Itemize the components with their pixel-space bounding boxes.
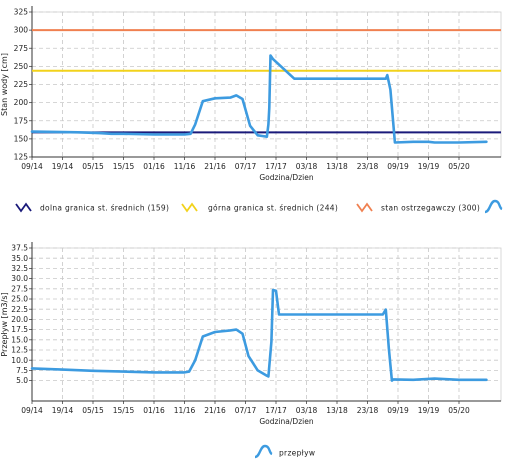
y-tick-label: 5.0 — [16, 376, 28, 385]
x-tick-label: 23/18 — [357, 406, 379, 415]
x-tick-label: 23/18 — [357, 162, 379, 171]
legend-swatch-icon — [181, 202, 198, 213]
legend-item: górna granica st. średnich (244) — [181, 202, 338, 213]
legend-label: górna granica st. średnich (244) — [208, 204, 338, 213]
legend-item — [484, 199, 503, 214]
x-tick-label: 19/19 — [418, 406, 440, 415]
x-tick-label: 03/18 — [296, 162, 318, 171]
x-tick-label: 21/16 — [204, 162, 226, 171]
y-tick-label: 30.0 — [11, 274, 28, 283]
y-axis-label: Stan wody [cm] — [0, 53, 9, 116]
y-tick-label: 10.0 — [11, 356, 28, 365]
x-tick-label: 01/16 — [143, 162, 165, 171]
y-tick-label: 7.5 — [16, 366, 28, 375]
y-tick-label: 300 — [14, 26, 29, 35]
y-tick-label: 15.0 — [11, 335, 28, 344]
y-tick-label: 27.5 — [11, 284, 28, 293]
y-tick-label: 175 — [14, 116, 29, 125]
y-tick-label: 25.0 — [11, 295, 28, 304]
legend-swatch-icon — [254, 444, 273, 459]
y-tick-label: 35.0 — [11, 254, 28, 263]
y-tick-label: 12.5 — [11, 346, 28, 355]
x-tick-label: 07/17 — [235, 406, 257, 415]
x-tick-label: 09/14 — [21, 162, 43, 171]
y-tick-label: 200 — [14, 98, 29, 107]
legend-label: przepływ — [279, 449, 315, 458]
legend-item: stan ostrzegawczy (300) — [356, 202, 480, 213]
y-tick-label: 37.5 — [11, 244, 28, 253]
y-tick-label: 325 — [14, 8, 29, 17]
x-tick-label: 17/17 — [265, 406, 287, 415]
x-tick-label: 19/14 — [52, 162, 74, 171]
x-tick-label: 09/19 — [387, 406, 409, 415]
legend-label: dolna granica st. średnich (159) — [40, 204, 169, 213]
y-tick-label: 150 — [14, 134, 29, 143]
x-tick-label: 03/18 — [296, 406, 318, 415]
y-tick-label: 125 — [14, 153, 29, 162]
legend-label: stan ostrzegawczy (300) — [381, 204, 480, 213]
y-tick-label: 17.5 — [11, 325, 28, 334]
x-tick-label: 05/15 — [82, 406, 104, 415]
water-level-chart: 125 150 175 200 225 250 275 300 325 09/14 19/14 05/… — [0, 6, 503, 214]
x-tick-label: 09/19 — [387, 162, 409, 171]
plot-area — [31, 247, 502, 402]
x-axis-label: Godzina/Dzien — [259, 173, 313, 182]
x-tick-label: 13/18 — [326, 406, 348, 415]
legend-swatch-icon — [15, 202, 32, 213]
x-tick-label: 05/15 — [82, 162, 104, 171]
y-tick-label: 20.0 — [11, 315, 28, 324]
legend-swatch-icon — [484, 199, 503, 214]
y-tick-label: 225 — [14, 80, 29, 89]
x-tick-label: 05/20 — [448, 162, 470, 171]
legend-swatch-icon — [356, 202, 373, 213]
x-tick-label: 17/17 — [265, 162, 287, 171]
data-series-line — [30, 288, 488, 382]
x-tick-label: 11/16 — [174, 406, 196, 415]
x-tick-label: 13/18 — [326, 162, 348, 171]
x-tick-label: 05/20 — [448, 406, 470, 415]
data-series-line — [30, 54, 488, 144]
x-axis-label: Godzina/Dzien — [259, 417, 313, 426]
y-axis-label: Przepływ [m3/s] — [0, 292, 9, 356]
x-tick-label: 15/15 — [113, 406, 135, 415]
x-tick-label: 21/16 — [204, 406, 226, 415]
x-tick-label: 15/15 — [113, 162, 135, 171]
x-tick-label: 07/17 — [235, 162, 257, 171]
legend-item: przepływ — [254, 444, 315, 459]
x-tick-label: 19/19 — [418, 162, 440, 171]
x-tick-label: 09/14 — [21, 406, 43, 415]
y-tick-label: 22.5 — [11, 305, 28, 314]
y-tick-label: 275 — [14, 44, 29, 53]
y-tick-label: 32.5 — [11, 264, 28, 273]
x-tick-label: 01/16 — [143, 406, 165, 415]
x-tick-label: 19/14 — [52, 406, 74, 415]
y-tick-label: 250 — [14, 62, 29, 71]
legend-item: dolna granica st. średnich (159) — [15, 202, 169, 213]
x-tick-label: 11/16 — [174, 162, 196, 171]
